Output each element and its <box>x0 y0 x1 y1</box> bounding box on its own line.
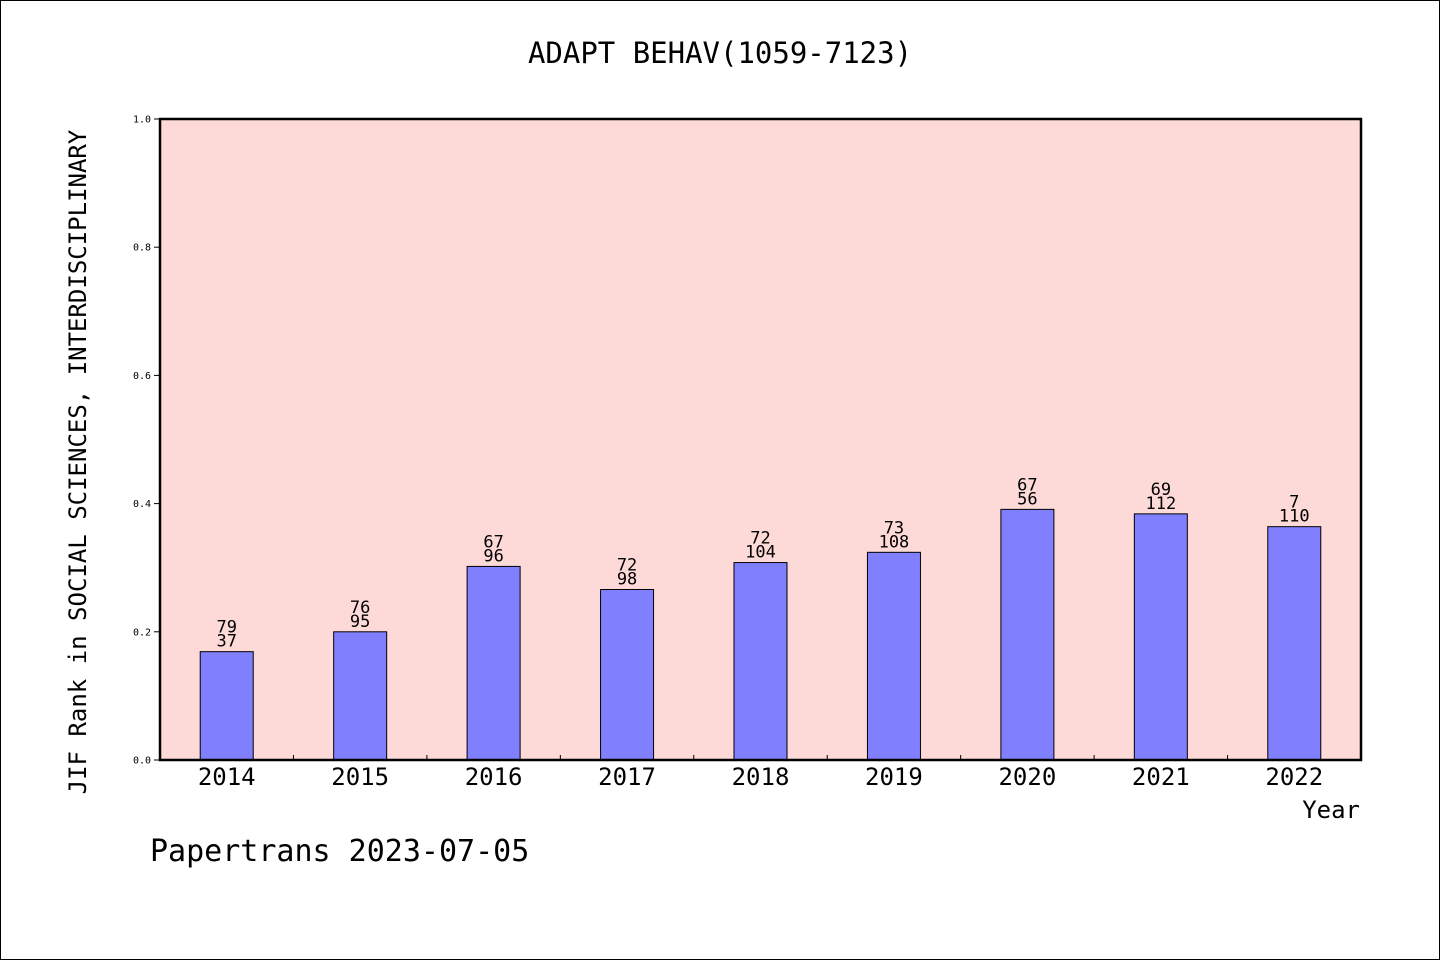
bar-label-top: 73 <box>884 518 904 538</box>
bar-label-bottom: 98 <box>617 569 637 589</box>
bar-label-top: 69 <box>1151 480 1171 500</box>
bar-label-top: 7 <box>1289 493 1299 513</box>
bar-label-top: 67 <box>483 532 503 552</box>
x-tick-label: 2017 <box>598 763 656 791</box>
bar-label-bottom: 108 <box>879 532 910 552</box>
bar <box>1000 508 1055 761</box>
y-tick-label: 1.0 <box>133 115 151 126</box>
x-tick-label: 2022 <box>1265 763 1323 791</box>
bar <box>733 562 788 761</box>
bar-label-bottom: 56 <box>1017 489 1037 509</box>
bar-label-bottom: 112 <box>1145 494 1176 514</box>
x-tick-label: 2019 <box>865 763 923 791</box>
x-tick-label: 2015 <box>331 763 389 791</box>
chart-title: ADAPT BEHAV(1059-7123) <box>527 36 913 70</box>
bar <box>1133 513 1188 761</box>
y-tick-label: 0.4 <box>133 499 151 510</box>
bar-label-top: 76 <box>350 598 370 618</box>
bar <box>866 551 921 761</box>
bar-label-bottom: 96 <box>483 546 503 566</box>
footer-text: Papertrans 2023-07-05 <box>150 834 530 869</box>
bar-label-bottom: 37 <box>216 632 236 652</box>
bar-label-bottom: 104 <box>745 543 776 563</box>
y-tick-label: 0.6 <box>133 371 151 382</box>
bar-label-bottom: 95 <box>350 612 370 632</box>
bar-label-bottom: 110 <box>1279 507 1310 527</box>
x-tick-label: 2016 <box>465 763 523 791</box>
x-tick-label: 2014 <box>198 763 256 791</box>
bar-label-top: 72 <box>617 555 637 575</box>
y-tick-label: 0.8 <box>133 243 151 254</box>
bar <box>333 631 388 761</box>
bar-label-top: 67 <box>1017 475 1037 495</box>
bar-label-top: 72 <box>750 529 770 549</box>
y-tick-label: 0.2 <box>133 627 151 638</box>
x-tick-label: 2018 <box>732 763 790 791</box>
y-tick-label: 0.0 <box>133 756 151 767</box>
bar <box>1267 526 1322 761</box>
bar-label-top: 79 <box>216 618 236 638</box>
bar <box>199 651 254 761</box>
x-tick-label: 2020 <box>998 763 1056 791</box>
y-axis-label: JIF Rank in SOCIAL SCIENCES, INTERDISCIP… <box>64 129 92 795</box>
x-tick-label: 2021 <box>1132 763 1190 791</box>
bar <box>600 588 655 761</box>
bar <box>466 565 521 761</box>
plot-border <box>158 117 1363 762</box>
x-axis-label: Year <box>1302 796 1360 824</box>
